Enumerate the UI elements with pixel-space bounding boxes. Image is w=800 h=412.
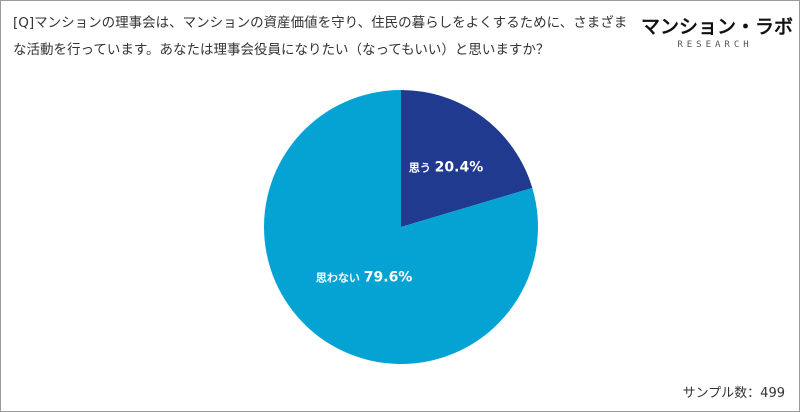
brand-logo: マンション・ラボ RESEARCH	[641, 12, 794, 50]
pie-label-value-1: 79.6%	[364, 269, 413, 285]
pie-label-category-0: 思う	[409, 162, 435, 175]
pie-slice-1	[264, 90, 538, 364]
logo-wordmark: マンション・ラボ	[641, 16, 794, 38]
pie-slice-0	[401, 90, 533, 227]
sample-size-note: サンプル数：499	[682, 386, 785, 401]
question-text: [Q]マンションの理事会は、マンションの資産価値を守り、住民の暮らしをよくするた…	[13, 15, 628, 58]
pie-label-category-1: 思わない	[316, 271, 364, 284]
pie-label-0: 思う 20.4%	[409, 160, 483, 176]
pie-label-value-0: 20.4%	[435, 160, 484, 176]
pie-label-1: 思わない 79.6%	[316, 269, 412, 285]
logo-subtitle: RESEARCH	[677, 40, 753, 50]
